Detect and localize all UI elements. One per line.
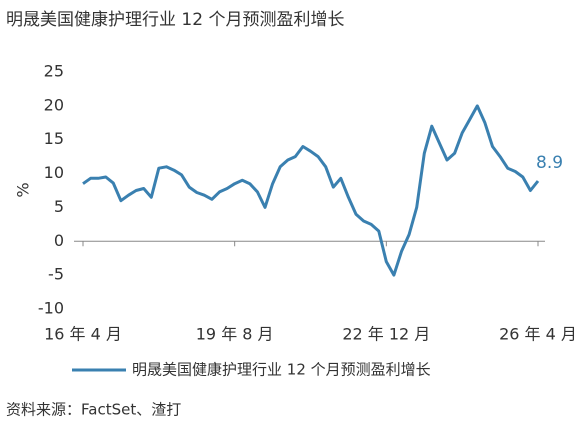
legend-label: 明晟美国健康护理行业 12 个月预测盈利增长: [132, 361, 431, 379]
y-tick-label: 0: [54, 231, 64, 250]
data-label: 8.9: [536, 153, 563, 173]
y-tick-label: -5: [48, 265, 64, 284]
source-note: 资料来源：FactSet、渣打: [6, 401, 181, 419]
series-line: [82, 104, 540, 277]
y-tick-label: 10: [44, 163, 64, 182]
y-tick-label: 15: [44, 129, 64, 148]
y-axis-label: %: [14, 182, 33, 197]
x-tick-label: 19 年 8 月: [196, 325, 274, 344]
x-tick-label: 22 年 12 月: [342, 325, 430, 344]
y-tick-label: 25: [44, 62, 64, 81]
y-tick-label: 20: [44, 95, 64, 114]
chart-title: 明晟美国健康护理行业 12 个月预测盈利增长: [6, 10, 344, 30]
x-tick-label: 16 年 4 月: [44, 325, 122, 344]
y-tick-label: 5: [54, 197, 64, 216]
y-tick-label: -10: [38, 299, 64, 318]
x-tick-label: 26 年 4 月: [499, 325, 577, 344]
